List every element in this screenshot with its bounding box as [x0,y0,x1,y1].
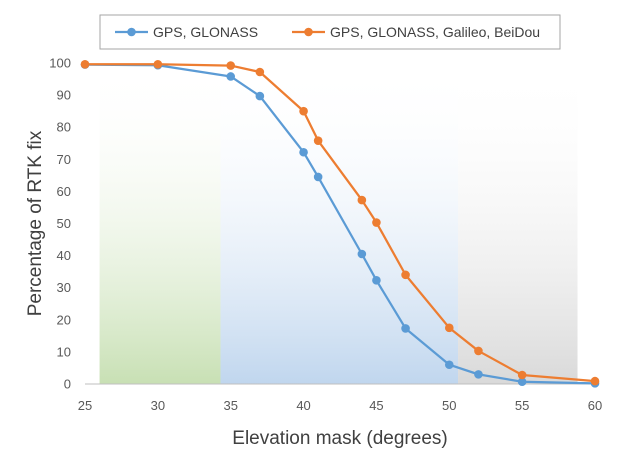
y-tick-label: 10 [57,344,71,359]
y-axis-title: Percentage of RTK fix [25,130,46,316]
background-band [458,63,578,384]
x-tick-labels: 25 30 35 40 45 50 55 60 [78,398,602,413]
legend-label: GPS, GLONASS, Galileo, BeiDou [330,24,540,40]
background-band [99,63,221,384]
x-tick-label: 45 [369,398,383,413]
y-tick-label: 80 [57,120,71,135]
y-tick-labels: 0 10 20 30 40 50 60 70 80 90 100 [49,56,71,392]
x-tick-label: 30 [151,398,165,413]
data-point [590,376,600,386]
y-tick-label: 40 [57,248,71,263]
data-point [372,218,381,227]
legend-marker [127,27,136,37]
data-point [401,270,410,280]
x-tick-label: 50 [442,398,456,413]
x-tick-label: 60 [588,398,602,413]
data-point [517,377,527,387]
data-point [517,370,527,380]
y-tick-label: 30 [57,280,71,295]
data-point [313,172,323,182]
x-tick-label: 55 [515,398,529,413]
x-tick-label: 25 [78,398,92,413]
data-point [255,67,265,77]
y-tick-label: 100 [49,56,71,71]
data-point [299,147,308,157]
y-tick-label: 70 [57,152,71,167]
background-band [220,63,459,384]
y-tick-label: 50 [57,216,71,231]
y-tick-label: 0 [64,377,71,392]
legend-box [99,14,561,50]
x-tick-label: 40 [296,398,310,413]
data-point [357,249,367,259]
y-tick-label: 60 [57,184,71,199]
legend: GPS, GLONASS GPS, GLONASS, Galileo, BeiDo… [99,14,561,50]
data-point [474,370,483,379]
y-tick-label: 20 [57,312,71,327]
data-point [299,106,308,116]
data-point [255,91,265,101]
data-point [444,360,454,370]
x-tick-label: 35 [223,398,237,413]
legend-marker [304,27,313,37]
data-point [226,72,236,81]
data-point [474,346,483,356]
background-bands [99,63,578,384]
data-point [80,59,90,69]
data-point [372,276,381,285]
data-point [401,324,410,333]
y-tick-label: 90 [57,88,71,103]
data-point [357,195,367,205]
legend-items: GPS, GLONASS GPS, GLONASS, Galileo, BeiDo… [115,24,540,40]
series [80,59,600,388]
data-point [226,61,236,70]
data-point [153,59,163,69]
legend-label: GPS, GLONASS [153,24,258,40]
x-axis-title: Elevation mask (degrees) [232,428,447,449]
data-point [444,323,454,333]
data-point [313,136,323,145]
